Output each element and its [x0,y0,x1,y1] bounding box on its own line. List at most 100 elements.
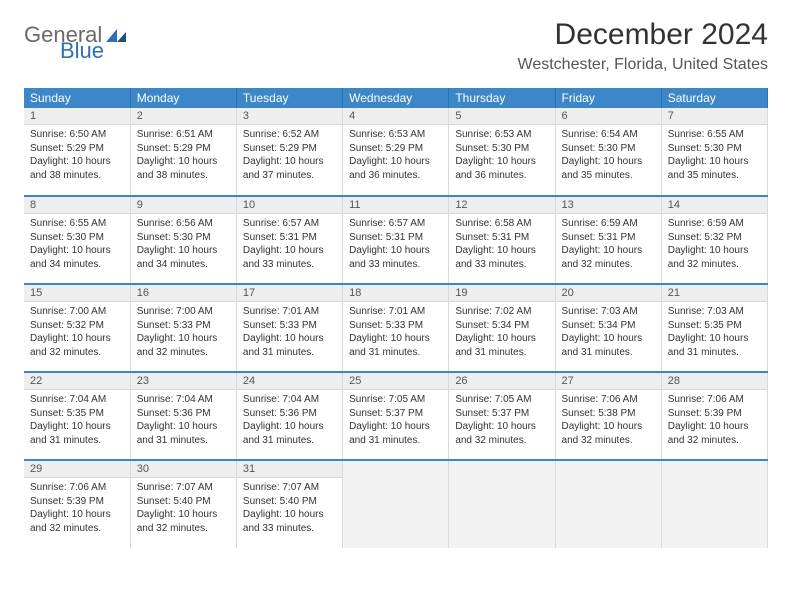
calendar-cell: 7Sunrise: 6:55 AMSunset: 5:30 PMDaylight… [661,108,767,196]
day-number: 12 [449,197,554,214]
day-number: 27 [556,373,661,390]
day-number: 10 [237,197,342,214]
day-body: Sunrise: 7:04 AMSunset: 5:35 PMDaylight:… [24,390,130,450]
day-body: Sunrise: 6:59 AMSunset: 5:31 PMDaylight:… [556,214,661,274]
day-number: 17 [237,285,342,302]
day-body: Sunrise: 6:53 AMSunset: 5:30 PMDaylight:… [449,125,554,185]
calendar-cell: 6Sunrise: 6:54 AMSunset: 5:30 PMDaylight… [555,108,661,196]
day-body: Sunrise: 6:55 AMSunset: 5:30 PMDaylight:… [24,214,130,274]
calendar-cell: 27Sunrise: 7:06 AMSunset: 5:38 PMDayligh… [555,372,661,460]
title-block: December 2024 Westchester, Florida, Unit… [518,18,768,74]
logo-text-blue: Blue [60,40,128,62]
day-number: 6 [556,108,661,125]
day-number: 13 [556,197,661,214]
day-number: 28 [662,373,767,390]
calendar-cell: 3Sunrise: 6:52 AMSunset: 5:29 PMDaylight… [236,108,342,196]
weekday-header: Wednesday [343,88,449,108]
day-number: 15 [24,285,130,302]
day-body: Sunrise: 7:03 AMSunset: 5:35 PMDaylight:… [662,302,767,362]
calendar-cell: 29Sunrise: 7:06 AMSunset: 5:39 PMDayligh… [24,460,130,548]
header: General Blue December 2024 Westchester, … [24,18,768,74]
day-number: 24 [237,373,342,390]
day-number: 3 [237,108,342,125]
day-body: Sunrise: 7:03 AMSunset: 5:34 PMDaylight:… [556,302,661,362]
calendar-cell: 18Sunrise: 7:01 AMSunset: 5:33 PMDayligh… [343,284,449,372]
day-number: 25 [343,373,448,390]
calendar-cell: 31Sunrise: 7:07 AMSunset: 5:40 PMDayligh… [236,460,342,548]
day-body: Sunrise: 6:57 AMSunset: 5:31 PMDaylight:… [237,214,342,274]
calendar-cell [661,460,767,548]
location: Westchester, Florida, United States [518,56,768,74]
day-body: Sunrise: 7:07 AMSunset: 5:40 PMDaylight:… [131,478,236,538]
weekday-header-row: SundayMondayTuesdayWednesdayThursdayFrid… [24,88,768,108]
calendar-cell: 13Sunrise: 6:59 AMSunset: 5:31 PMDayligh… [555,196,661,284]
day-body: Sunrise: 7:02 AMSunset: 5:34 PMDaylight:… [449,302,554,362]
calendar-cell: 16Sunrise: 7:00 AMSunset: 5:33 PMDayligh… [130,284,236,372]
day-body: Sunrise: 7:00 AMSunset: 5:33 PMDaylight:… [131,302,236,362]
day-body: Sunrise: 6:53 AMSunset: 5:29 PMDaylight:… [343,125,448,185]
day-body: Sunrise: 7:01 AMSunset: 5:33 PMDaylight:… [343,302,448,362]
page-title: December 2024 [518,18,768,52]
calendar-cell: 21Sunrise: 7:03 AMSunset: 5:35 PMDayligh… [661,284,767,372]
calendar-cell: 20Sunrise: 7:03 AMSunset: 5:34 PMDayligh… [555,284,661,372]
day-number: 14 [662,197,767,214]
weekday-header: Friday [555,88,661,108]
calendar-cell: 25Sunrise: 7:05 AMSunset: 5:37 PMDayligh… [343,372,449,460]
calendar-cell: 15Sunrise: 7:00 AMSunset: 5:32 PMDayligh… [24,284,130,372]
weekday-header: Monday [130,88,236,108]
day-number: 2 [131,108,236,125]
calendar-cell: 5Sunrise: 6:53 AMSunset: 5:30 PMDaylight… [449,108,555,196]
day-body: Sunrise: 7:04 AMSunset: 5:36 PMDaylight:… [131,390,236,450]
calendar-cell: 19Sunrise: 7:02 AMSunset: 5:34 PMDayligh… [449,284,555,372]
day-body: Sunrise: 7:07 AMSunset: 5:40 PMDaylight:… [237,478,342,538]
calendar-cell: 14Sunrise: 6:59 AMSunset: 5:32 PMDayligh… [661,196,767,284]
day-body: Sunrise: 6:51 AMSunset: 5:29 PMDaylight:… [131,125,236,185]
calendar-cell [343,460,449,548]
day-number: 18 [343,285,448,302]
day-number: 1 [24,108,130,125]
weekday-header: Thursday [449,88,555,108]
calendar-cell [555,460,661,548]
day-number: 30 [131,461,236,478]
calendar-row: 8Sunrise: 6:55 AMSunset: 5:30 PMDaylight… [24,196,768,284]
day-number: 9 [131,197,236,214]
day-body: Sunrise: 6:52 AMSunset: 5:29 PMDaylight:… [237,125,342,185]
calendar-cell: 8Sunrise: 6:55 AMSunset: 5:30 PMDaylight… [24,196,130,284]
logo: General Blue [24,24,128,62]
day-number: 8 [24,197,130,214]
day-body: Sunrise: 7:06 AMSunset: 5:38 PMDaylight:… [556,390,661,450]
day-number: 11 [343,197,448,214]
day-body: Sunrise: 7:05 AMSunset: 5:37 PMDaylight:… [449,390,554,450]
day-body: Sunrise: 6:58 AMSunset: 5:31 PMDaylight:… [449,214,554,274]
day-body: Sunrise: 6:55 AMSunset: 5:30 PMDaylight:… [662,125,767,185]
day-number: 20 [556,285,661,302]
calendar-row: 15Sunrise: 7:00 AMSunset: 5:32 PMDayligh… [24,284,768,372]
calendar-row: 22Sunrise: 7:04 AMSunset: 5:35 PMDayligh… [24,372,768,460]
weekday-header: Tuesday [236,88,342,108]
day-number: 21 [662,285,767,302]
calendar-cell: 2Sunrise: 6:51 AMSunset: 5:29 PMDaylight… [130,108,236,196]
calendar-cell: 11Sunrise: 6:57 AMSunset: 5:31 PMDayligh… [343,196,449,284]
calendar-row: 29Sunrise: 7:06 AMSunset: 5:39 PMDayligh… [24,460,768,548]
calendar-cell [449,460,555,548]
day-body: Sunrise: 7:00 AMSunset: 5:32 PMDaylight:… [24,302,130,362]
calendar-cell: 4Sunrise: 6:53 AMSunset: 5:29 PMDaylight… [343,108,449,196]
calendar-cell: 23Sunrise: 7:04 AMSunset: 5:36 PMDayligh… [130,372,236,460]
day-number: 5 [449,108,554,125]
day-body: Sunrise: 7:01 AMSunset: 5:33 PMDaylight:… [237,302,342,362]
day-number: 7 [662,108,767,125]
calendar-cell: 28Sunrise: 7:06 AMSunset: 5:39 PMDayligh… [661,372,767,460]
day-number: 31 [237,461,342,478]
day-body: Sunrise: 7:05 AMSunset: 5:37 PMDaylight:… [343,390,448,450]
day-number: 29 [24,461,130,478]
calendar-cell: 12Sunrise: 6:58 AMSunset: 5:31 PMDayligh… [449,196,555,284]
calendar-cell: 17Sunrise: 7:01 AMSunset: 5:33 PMDayligh… [236,284,342,372]
calendar-row: 1Sunrise: 6:50 AMSunset: 5:29 PMDaylight… [24,108,768,196]
day-body: Sunrise: 6:56 AMSunset: 5:30 PMDaylight:… [131,214,236,274]
day-body: Sunrise: 6:59 AMSunset: 5:32 PMDaylight:… [662,214,767,274]
calendar-cell: 24Sunrise: 7:04 AMSunset: 5:36 PMDayligh… [236,372,342,460]
calendar-table: SundayMondayTuesdayWednesdayThursdayFrid… [24,88,768,548]
day-body: Sunrise: 7:06 AMSunset: 5:39 PMDaylight:… [24,478,130,538]
calendar-cell: 26Sunrise: 7:05 AMSunset: 5:37 PMDayligh… [449,372,555,460]
day-body: Sunrise: 7:04 AMSunset: 5:36 PMDaylight:… [237,390,342,450]
